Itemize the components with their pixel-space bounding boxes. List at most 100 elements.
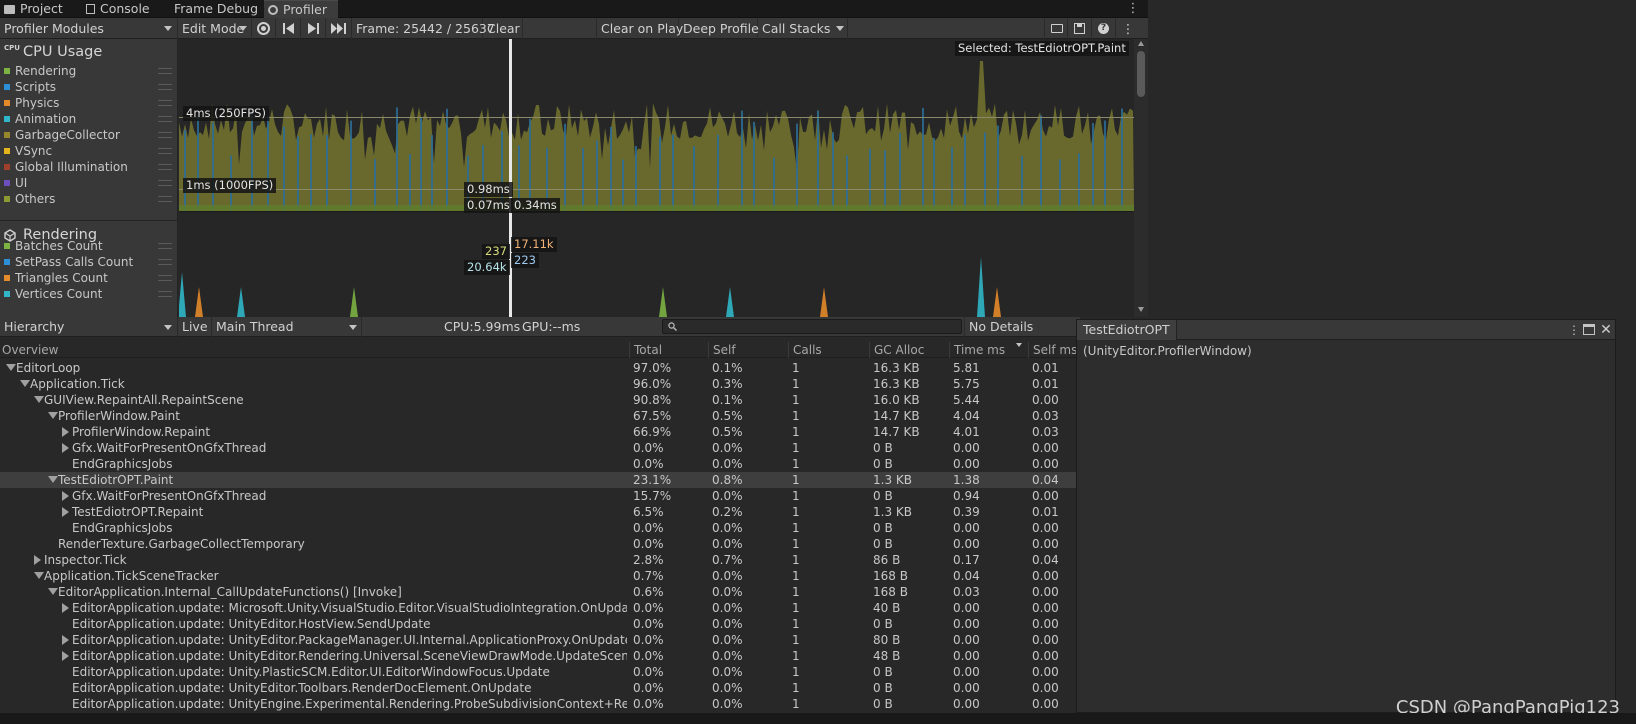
table-row[interactable]: Gfx.WaitForPresentOnGfxThread 15.7% 0.0% 1 0… [0,488,1076,504]
column-header-calls[interactable]: Calls [788,342,869,358]
more-options-icon[interactable]: ⋮ [1121,21,1135,36]
cpu-series-ui[interactable]: UI [0,175,176,191]
rendering-series-setpass-calls-count[interactable]: SetPass Calls Count [0,254,176,270]
tab-frame-debug[interactable]: Frame Debug [174,1,259,16]
scroll-down-icon[interactable] [1138,307,1144,312]
clear-on-play-toggle[interactable]: Clear on Play [596,18,683,39]
cpu-series-physics[interactable]: Physics [0,95,176,111]
tab-console[interactable]: Console [82,0,156,18]
first-frame-button[interactable] [276,18,301,39]
expand-down-icon[interactable] [34,396,44,403]
expand-right-icon[interactable] [62,507,69,517]
call-stacks-dropdown[interactable]: Call Stacks [758,18,848,39]
tab-project[interactable]: Project [0,0,69,18]
column-header-self[interactable]: Self [708,342,788,358]
table-row[interactable]: TestEdiotrOPT.Repaint 6.5% 0.2% 1 1.3 KB 0.39… [0,504,1076,520]
drag-handle-icon[interactable] [158,180,172,186]
expand-right-icon[interactable] [62,427,69,437]
rendering-series-vertices-count[interactable]: Vertices Count [0,286,176,302]
rendering-series-batches-count[interactable]: Batches Count [0,238,176,254]
cpu-series-animation[interactable]: Animation [0,111,176,127]
drag-handle-icon[interactable] [158,132,172,138]
column-header-self-ms[interactable]: Self ms [1028,342,1076,358]
table-row[interactable]: EditorApplication.Internal_CallUpdateFun… [0,584,1076,600]
drag-handle-icon[interactable] [158,116,172,122]
drag-handle-icon[interactable] [158,243,172,249]
table-row[interactable]: ProfilerWindow.Paint 67.5% 0.5% 1 14.7 KB 4.0… [0,408,1076,424]
view-mode-dropdown[interactable]: Hierarchy [0,317,178,337]
cpu-series-rendering[interactable]: Rendering [0,63,176,79]
edit-mode-dropdown[interactable]: Edit Mode [178,18,252,39]
load-button[interactable] [1044,18,1068,39]
scroll-up-icon[interactable] [1138,41,1144,46]
drag-handle-icon[interactable] [158,275,172,281]
expand-right-icon[interactable] [62,603,69,613]
table-row[interactable]: EditorLoop 97.0% 0.1% 1 16.3 KB 5.81 0.01 [0,360,1076,376]
table-row[interactable]: EditorApplication.update: UnityEditor.Pa… [0,632,1076,648]
details-tab[interactable]: TestEdiotrOPT [1077,320,1177,340]
tab-profiler[interactable]: Profiler [264,0,338,18]
expand-down-icon[interactable] [48,476,58,483]
scrollbar-thumb[interactable] [1137,51,1145,97]
details-dropdown[interactable]: No Details [964,317,1080,337]
cpu-series-scripts[interactable]: Scripts [0,79,176,95]
cpu-series-others[interactable]: Others [0,191,176,207]
last-frame-button[interactable] [326,18,352,39]
cpu-series-garbagecollector[interactable]: GarbageCollector [0,127,176,143]
live-toggle[interactable]: Live [178,317,212,337]
help-button[interactable]: ? [1092,18,1116,39]
profiler-chart-area[interactable]: Selected: TestEdiotrOPT.Paint 4ms (250FP… [179,39,1134,317]
expand-down-icon[interactable] [20,380,30,387]
column-header-total[interactable]: Total [629,342,708,358]
next-frame-button[interactable] [301,18,326,39]
table-row[interactable]: EndGraphicsJobs 0.0% 0.0% 1 0 B 0.00 0.00 [0,456,1076,472]
save-button[interactable] [1068,18,1092,39]
table-row[interactable]: EditorApplication.update: UnityEditor.To… [0,680,1076,696]
table-row[interactable]: EditorApplication.update: UnityEngine.Ex… [0,696,1076,712]
table-row[interactable]: GUIView.RepaintAll.RepaintScene 90.8% 0.1%… [0,392,1076,408]
expand-right-icon[interactable] [62,491,69,501]
more-options-icon[interactable]: ⋮ [1568,323,1580,337]
table-row[interactable]: EditorApplication.update: Unity.PlasticS… [0,664,1076,680]
column-header-overview[interactable]: Overview [2,343,59,357]
deep-profile-toggle[interactable]: Deep Profile [679,18,759,39]
table-row[interactable]: EditorApplication.update: UnityEditor.Ho… [0,616,1076,632]
cpu-series-vsync[interactable]: VSync [0,143,176,159]
drag-handle-icon[interactable] [158,68,172,74]
clear-button[interactable]: Clear [483,18,523,39]
thread-dropdown[interactable]: Main Thread [212,317,362,337]
cpu-usage-module-title[interactable]: CPU Usage [23,44,103,60]
maximize-icon[interactable] [1583,324,1595,335]
more-options-icon[interactable]: ⋮ [1126,1,1140,16]
drag-handle-icon[interactable] [158,148,172,154]
rendering-module-title[interactable]: Rendering [23,227,98,243]
expand-down-icon[interactable] [48,588,58,595]
close-icon[interactable]: ✕ [1600,322,1612,338]
profiler-modules-dropdown[interactable]: Profiler Modules [0,18,178,39]
table-row[interactable]: EndGraphicsJobs 0.0% 0.0% 1 0 B 0.00 0.00 [0,520,1076,536]
expand-right-icon[interactable] [62,635,69,645]
table-row[interactable]: ProfilerWindow.Repaint 66.9% 0.5% 1 14.7 KB 4… [0,424,1076,440]
chart-scrollbar[interactable] [1134,39,1148,317]
drag-handle-icon[interactable] [158,100,172,106]
column-header-gc-alloc[interactable]: GC Alloc [869,342,949,358]
table-row[interactable]: EditorApplication.update: UnityEditor.Re… [0,648,1076,664]
column-header-time-ms[interactable]: Time ms [949,342,1028,358]
drag-handle-icon[interactable] [158,84,172,90]
record-button[interactable] [252,18,276,39]
table-row[interactable]: EditorApplication.update: Microsoft.Unit… [0,600,1076,616]
expand-right-icon[interactable] [34,555,41,565]
table-row[interactable]: Application.TickSceneTracker 0.7% 0.0% 1 168… [0,568,1076,584]
expand-down-icon[interactable] [6,364,16,371]
drag-handle-icon[interactable] [158,164,172,170]
table-row[interactable]: TestEdiotrOPT.Paint 23.1% 0.8% 1 1.3 KB 1.38 0… [0,472,1076,488]
table-row[interactable]: RenderTexture.GarbageCollectTemporary 0.0… [0,536,1076,552]
table-row[interactable]: Gfx.WaitForPresentOnGfxThread 0.0% 0.0% 1 0 … [0,440,1076,456]
expand-right-icon[interactable] [62,443,69,453]
rendering-series-triangles-count[interactable]: Triangles Count [0,270,176,286]
search-input[interactable] [662,319,962,334]
cpu-series-global-illumination[interactable]: Global Illumination [0,159,176,175]
drag-handle-icon[interactable] [158,291,172,297]
table-row[interactable]: Inspector.Tick 2.8% 0.7% 1 86 B 0.17 0.04 [0,552,1076,568]
expand-down-icon[interactable] [48,412,58,419]
